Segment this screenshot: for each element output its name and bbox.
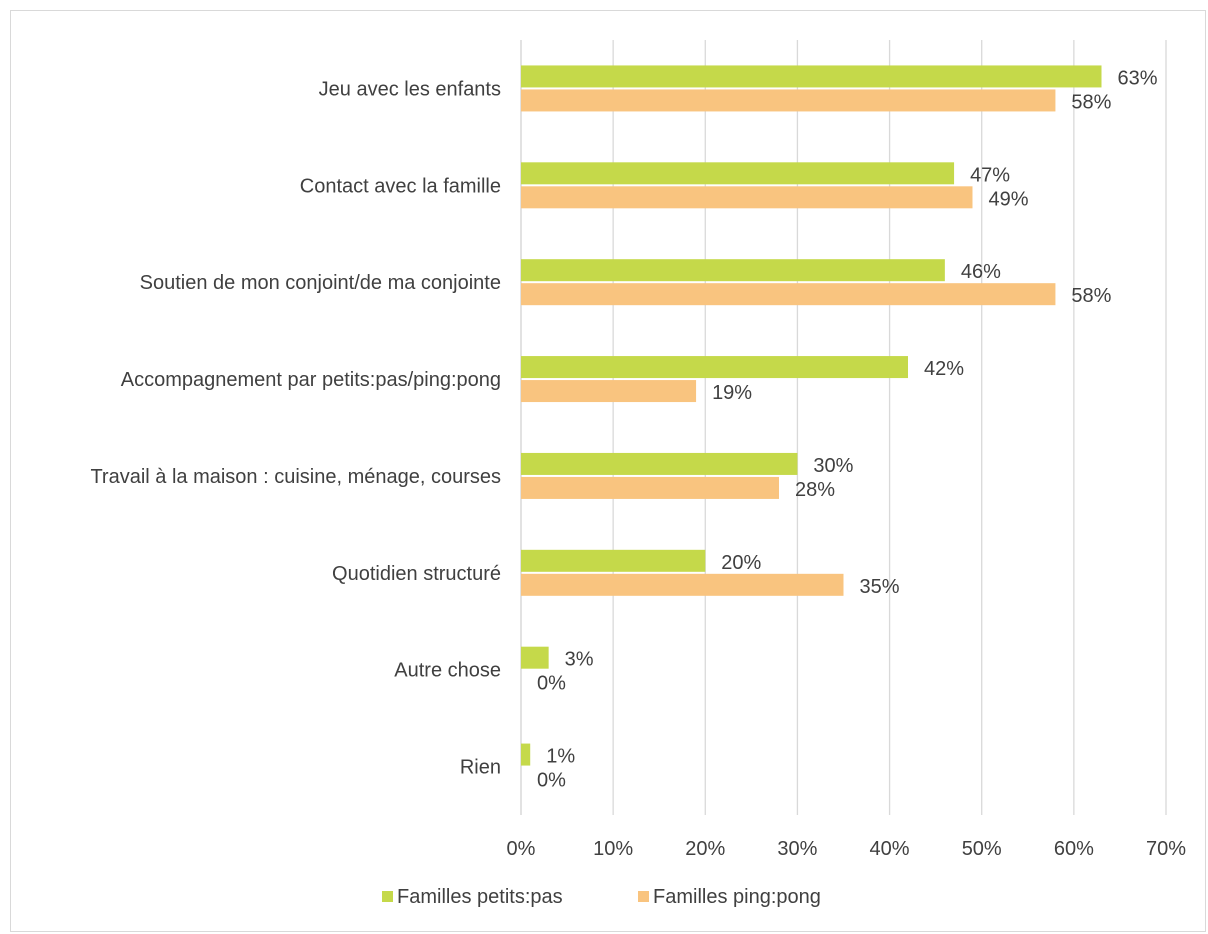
x-tick-label: 30% bbox=[777, 838, 817, 860]
category-label: Soutien de mon conjoint/de ma conjointe bbox=[140, 272, 501, 294]
bar-ping-pong bbox=[521, 380, 697, 403]
category-label: Jeu avec les enfants bbox=[319, 78, 501, 100]
bar-petits-pas bbox=[521, 356, 908, 379]
value-label: 46% bbox=[961, 261, 1001, 283]
x-tick-label: 10% bbox=[593, 838, 633, 860]
value-label: 30% bbox=[813, 455, 853, 477]
legend-swatch bbox=[382, 891, 393, 902]
x-tick-label: 50% bbox=[962, 838, 1002, 860]
value-label: 20% bbox=[721, 552, 761, 574]
x-tick-label: 0% bbox=[507, 838, 536, 860]
value-label: 58% bbox=[1071, 91, 1111, 113]
legend-swatch bbox=[638, 891, 649, 902]
category-label: Accompagnement par petits:pas/ping:pong bbox=[121, 369, 501, 391]
legend: Familles petits:pas Familles ping:pong bbox=[382, 886, 821, 908]
bar-ping-pong bbox=[521, 186, 973, 209]
bar-petits-pas bbox=[521, 549, 706, 572]
category-label: Contact avec la famille bbox=[300, 175, 501, 197]
bar-petits-pas bbox=[521, 162, 955, 185]
x-axis-ticks: 0% 10% 20% 30% 40% 50% 60% 70% bbox=[507, 838, 1187, 860]
bar-ping-pong bbox=[521, 476, 779, 499]
bar-petits-pas bbox=[521, 452, 798, 475]
legend-label: Familles ping:pong bbox=[653, 886, 821, 908]
bar-petits-pas bbox=[521, 743, 531, 766]
bar-ping-pong bbox=[521, 573, 844, 596]
category-label: Autre chose bbox=[394, 660, 501, 682]
value-label: 3% bbox=[565, 649, 594, 671]
value-label: 49% bbox=[989, 188, 1029, 210]
value-label: 1% bbox=[546, 746, 575, 768]
value-label: 28% bbox=[795, 479, 835, 501]
bar-petits-pas bbox=[521, 65, 1102, 88]
category-label: Travail à la maison : cuisine, ménage, c… bbox=[90, 466, 501, 488]
value-label: 58% bbox=[1071, 285, 1111, 307]
x-tick-label: 60% bbox=[1054, 838, 1094, 860]
x-tick-label: 70% bbox=[1146, 838, 1186, 860]
x-tick-label: 40% bbox=[870, 838, 910, 860]
labels: Jeu avec les enfants 63% 58% Contact avec l… bbox=[90, 67, 1157, 791]
bar-ping-pong bbox=[521, 283, 1056, 306]
value-label: 63% bbox=[1118, 67, 1158, 89]
category-label: Rien bbox=[460, 757, 501, 779]
value-label: 42% bbox=[924, 358, 964, 380]
value-label: 0% bbox=[537, 673, 566, 695]
x-tick-label: 20% bbox=[685, 838, 725, 860]
value-label: 47% bbox=[970, 164, 1010, 186]
value-label: 35% bbox=[860, 576, 900, 598]
bar-petits-pas bbox=[521, 259, 945, 282]
value-label: 0% bbox=[537, 770, 566, 792]
bar-petits-pas bbox=[521, 646, 549, 669]
gridlines bbox=[520, 40, 1167, 815]
bar-ping-pong bbox=[521, 89, 1056, 112]
category-label: Quotidien structuré bbox=[332, 563, 501, 585]
bars bbox=[521, 65, 1102, 766]
value-label: 19% bbox=[712, 382, 752, 404]
legend-label: Familles petits:pas bbox=[397, 886, 563, 908]
